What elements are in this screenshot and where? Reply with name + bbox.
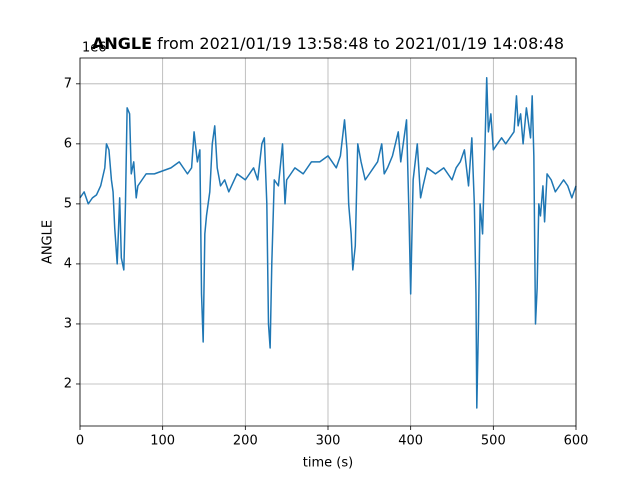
- x-tick-label: 100: [150, 434, 175, 449]
- x-tick-label: 500: [481, 434, 506, 449]
- y-tick-label: 3: [64, 316, 72, 331]
- x-tick-label: 600: [564, 434, 589, 449]
- x-axis-label: time (s): [303, 456, 353, 471]
- chart-title: ANGLE from 2021/01/19 13:58:48 to 2021/0…: [92, 34, 564, 53]
- x-tick-label: 200: [233, 434, 258, 449]
- plot-area: [79, 58, 577, 426]
- y-tick-label: 4: [64, 256, 72, 271]
- y-offset-label: 1e6: [82, 41, 107, 56]
- data-line: [79, 77, 577, 409]
- x-tick-label: 400: [398, 434, 423, 449]
- title-rest: from 2021/01/19 13:58:48 to 2021/01/19 1…: [157, 34, 564, 53]
- y-tick-label: 2: [64, 376, 72, 391]
- y-tick-label: 7: [64, 76, 72, 91]
- y-tick-label: 6: [64, 136, 72, 151]
- x-tick-label: 300: [316, 434, 341, 449]
- y-axis-label: ANGLE: [41, 220, 56, 264]
- title-bold: ANGLE: [92, 34, 152, 53]
- x-tick-label: 0: [76, 434, 84, 449]
- y-tick-label: 5: [64, 196, 72, 211]
